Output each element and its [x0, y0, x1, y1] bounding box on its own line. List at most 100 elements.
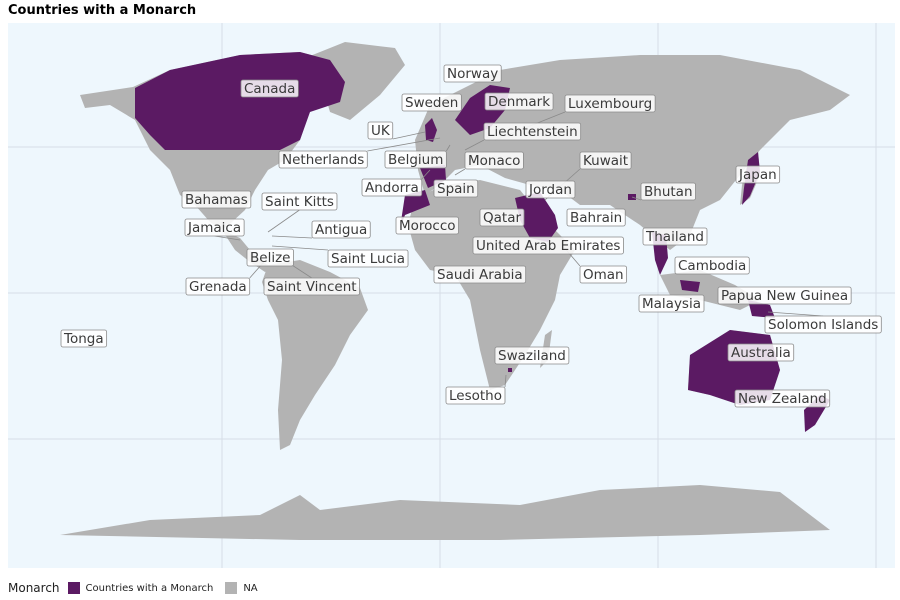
label-papua-new-guinea: Papua New Guinea: [717, 286, 852, 305]
label-box-australia: [727, 343, 795, 362]
label-box-bahrain: [566, 208, 626, 227]
label-solomon-islands: Solomon Islands: [764, 315, 882, 334]
eswatini-shape: [508, 368, 512, 372]
label-box-sweden: [401, 93, 462, 112]
label-box-andorra: [361, 178, 423, 197]
label-cambodia: Cambodia: [674, 256, 750, 275]
label-canada: Canada: [240, 79, 299, 98]
label-box-kuwait: [579, 151, 632, 170]
label-box-malaysia: [638, 294, 705, 313]
label-morocco: Morocco: [395, 216, 459, 235]
label-box-lesotho: [445, 386, 506, 405]
uk-shape: [425, 118, 437, 142]
label-text-belize: Belize: [250, 250, 290, 266]
label-text-jamaica: Jamaica: [187, 220, 241, 236]
label-box-saint-kitts: [261, 192, 338, 211]
label-malaysia: Malaysia: [638, 294, 705, 313]
label-box-saint-vincent: [263, 277, 360, 296]
label-box-norway: [443, 64, 502, 83]
legend-title: Monarch: [8, 581, 60, 595]
label-norway: Norway: [443, 64, 502, 83]
label-luxembourg: Luxembourg: [564, 94, 656, 113]
label-box-papua-new-guinea: [717, 286, 852, 305]
label-bahamas: Bahamas: [181, 190, 252, 209]
label-text-norway: Norway: [447, 66, 498, 82]
label-uk: UK: [367, 121, 394, 140]
label-box-denmark: [484, 92, 554, 111]
label-text-swaziland: Swaziland: [498, 348, 566, 364]
leader-belgium: [446, 144, 451, 152]
label-box-solomon-islands: [764, 315, 882, 334]
legend-swatch-monarch: [67, 582, 80, 594]
leader-saint-kitts: [267, 209, 300, 233]
leader-andorra: [421, 169, 431, 180]
label-belize: Belize: [246, 248, 294, 267]
label-box-tonga: [60, 329, 108, 348]
label-qatar: Qatar: [479, 208, 525, 227]
label-box-jordan: [525, 180, 576, 199]
label-text-antigua: Antigua: [315, 222, 367, 238]
label-new-zealand: New Zealand: [734, 389, 831, 408]
label-box-grenada: [185, 277, 251, 296]
label-text-japan: Japan: [738, 167, 777, 183]
label-text-luxembourg: Luxembourg: [568, 96, 652, 112]
label-text-thailand: Thailand: [645, 229, 704, 245]
label-text-andorra: Andorra: [365, 180, 419, 196]
label-text-bhutan: Bhutan: [644, 184, 693, 200]
label-text-liechtenstein: Liechtenstein: [487, 124, 578, 140]
label-text-solomon-islands: Solomon Islands: [768, 317, 878, 333]
label-text-lesotho: Lesotho: [449, 388, 502, 404]
label-text-grenada: Grenada: [189, 279, 247, 295]
label-box-swaziland: [494, 346, 570, 365]
label-denmark: Denmark: [484, 92, 554, 111]
label-box-japan: [735, 165, 781, 184]
label-lesotho: Lesotho: [445, 386, 506, 405]
label-box-united-arab-emirates: [472, 236, 624, 255]
label-liechtenstein: Liechtenstein: [483, 122, 582, 141]
label-jordan: Jordan: [525, 180, 576, 199]
label-united-arab-emirates: United Arab Emirates: [472, 236, 624, 255]
legend-label-na: NA: [243, 582, 258, 594]
arabia-shape: [515, 192, 558, 242]
legend-label-monarch: Countries with a Monarch: [85, 582, 214, 594]
label-text-new-zealand: New Zealand: [738, 391, 827, 407]
label-text-jordan: Jordan: [528, 182, 572, 198]
label-text-oman: Oman: [583, 267, 624, 283]
label-sweden: Sweden: [401, 93, 462, 112]
label-box-uk: [367, 121, 394, 140]
morocco-shape: [400, 190, 430, 228]
label-text-bahrain: Bahrain: [570, 210, 622, 226]
leader-saint-lucia: [271, 245, 329, 251]
label-box-liechtenstein: [483, 122, 582, 141]
label-netherlands: Netherlands: [278, 150, 368, 169]
label-saint-vincent: Saint Vincent: [263, 277, 360, 296]
label-box-oman: [579, 265, 628, 284]
leader-bhutan: [631, 196, 642, 201]
label-box-belgium: [384, 150, 447, 169]
label-text-canada: Canada: [244, 81, 295, 97]
label-box-luxembourg: [564, 94, 656, 113]
label-text-saint-vincent: Saint Vincent: [267, 279, 357, 295]
label-box-belize: [246, 248, 294, 267]
label-antigua: Antigua: [311, 220, 371, 239]
label-text-saint-lucia: Saint Lucia: [331, 251, 405, 267]
label-text-denmark: Denmark: [488, 94, 550, 110]
png-shape: [748, 300, 775, 318]
label-monaco: Monaco: [464, 151, 524, 170]
label-box-cambodia: [674, 256, 750, 275]
label-saint-lucia: Saint Lucia: [327, 249, 409, 268]
legend: Monarch Countries with a Monarch NA: [8, 580, 270, 596]
label-box-thailand: [642, 227, 708, 246]
label-box-new-zealand: [734, 389, 831, 408]
antarctica-land: [60, 485, 830, 540]
label-saudi-arabia: Saudi Arabia: [433, 265, 527, 284]
label-box-qatar: [479, 208, 525, 227]
map-title: Countries with a Monarch: [8, 3, 197, 18]
label-spain: Spain: [433, 179, 479, 198]
label-text-saint-kitts: Saint Kitts: [265, 194, 334, 210]
label-oman: Oman: [579, 265, 628, 284]
label-bahrain: Bahrain: [566, 208, 626, 227]
label-text-monaco: Monaco: [468, 153, 520, 169]
label-box-saudi-arabia: [433, 265, 527, 284]
label-text-malaysia: Malaysia: [642, 296, 701, 312]
